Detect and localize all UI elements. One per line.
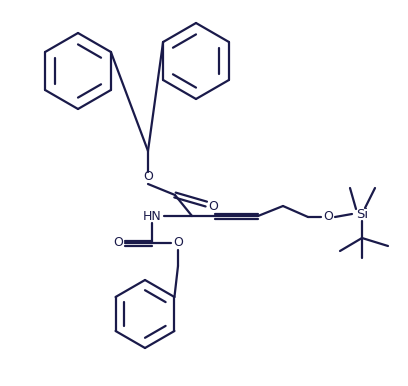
Text: O: O xyxy=(143,171,153,183)
Text: O: O xyxy=(173,237,183,249)
Text: O: O xyxy=(208,200,218,213)
Text: O: O xyxy=(113,237,123,249)
Text: O: O xyxy=(323,210,333,223)
Text: HN: HN xyxy=(143,210,162,222)
Text: Si: Si xyxy=(356,208,368,220)
